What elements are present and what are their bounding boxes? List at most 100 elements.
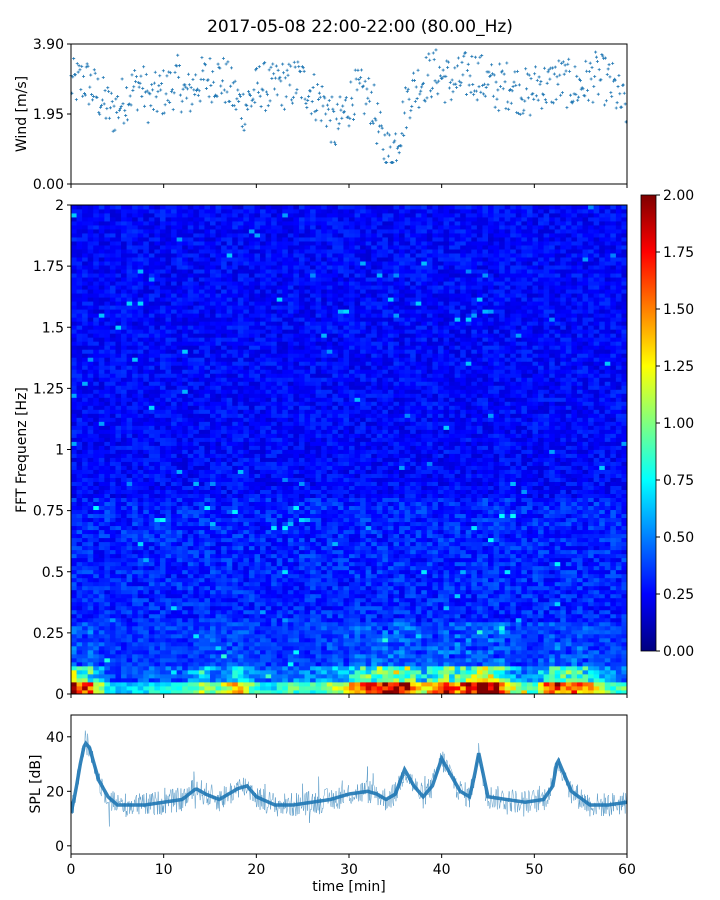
spectrogram-cell xyxy=(210,677,216,683)
wind-data-point xyxy=(542,93,546,97)
wind-data-point xyxy=(281,62,285,66)
spectrogram-cell xyxy=(354,629,361,635)
wind-data-point xyxy=(216,62,220,66)
wind-data-point xyxy=(177,75,181,79)
spectrogram-cell xyxy=(115,617,122,623)
spectrogram-cell xyxy=(182,597,189,603)
spectrogram-cell xyxy=(604,685,611,691)
spectrogram-cell xyxy=(560,601,567,607)
spectrogram-cell xyxy=(243,681,250,687)
spectrogram-cell xyxy=(93,561,100,567)
spectrogram-cell xyxy=(471,573,478,579)
spectrogram-cell xyxy=(276,557,283,563)
spectrogram-cell xyxy=(143,537,150,543)
spectrogram-cell xyxy=(104,649,111,655)
spectrogram-cell xyxy=(482,613,489,619)
wind-data-point xyxy=(309,112,313,116)
spectrogram-cell xyxy=(437,553,444,559)
spectrogram-cell xyxy=(588,593,595,599)
spectrogram-cell xyxy=(532,645,539,651)
spectrogram-cell xyxy=(465,669,472,675)
spectrogram-cell xyxy=(471,645,478,651)
spectrogram-cell xyxy=(560,653,567,659)
spectrogram-cell xyxy=(182,609,189,615)
spectrogram-cell xyxy=(426,633,433,639)
spectrogram-cell xyxy=(482,597,489,603)
spectrogram-cell xyxy=(115,561,122,567)
spectrogram-cell xyxy=(326,665,333,671)
spectrogram-cell xyxy=(560,685,567,691)
wind-data-point xyxy=(419,89,423,93)
spectrogram-cell xyxy=(443,549,450,555)
spectrogram-cell xyxy=(365,681,372,687)
spectrogram-cell xyxy=(137,573,144,579)
wind-data-point xyxy=(122,121,126,125)
spectrogram-cell xyxy=(399,573,405,579)
spectrogram-cell xyxy=(343,669,350,675)
spectrogram-cell xyxy=(298,577,305,583)
spectrogram-cell xyxy=(465,649,472,655)
spectrogram-cell xyxy=(432,669,439,675)
spectrogram-cell xyxy=(410,649,417,655)
spectrogram-cell xyxy=(260,609,266,615)
wind-data-point xyxy=(572,92,576,96)
spectrogram-cell xyxy=(265,645,272,651)
spectrogram-cell xyxy=(232,561,239,567)
spectrogram-cell xyxy=(610,537,617,543)
spectrogram-cell xyxy=(271,537,278,543)
wind-data-point xyxy=(387,133,391,137)
spectrogram-cell xyxy=(254,517,261,523)
spectrogram-cell xyxy=(287,689,294,694)
spectrogram-cell xyxy=(588,645,595,651)
spectrogram-cell xyxy=(260,573,266,579)
wind-data-point xyxy=(242,128,246,132)
spectrogram-cell xyxy=(143,685,150,691)
spectrogram-cell xyxy=(504,581,511,587)
spectrogram-cell xyxy=(143,641,150,647)
wind-data-point xyxy=(518,112,522,116)
spectrogram-cell xyxy=(232,597,239,603)
spectrogram-cell xyxy=(549,537,556,543)
spectrogram-cell xyxy=(476,533,483,539)
spectrogram-cell xyxy=(337,565,344,571)
spectrogram-cell xyxy=(421,553,428,559)
spectrogram-cell xyxy=(471,553,478,559)
wind-data-point xyxy=(314,118,318,122)
spectrogram-cell xyxy=(499,677,506,683)
spectrogram-cell xyxy=(488,537,494,543)
spectrogram-cell xyxy=(454,597,461,603)
spectrogram-cell xyxy=(404,593,411,599)
spectrogram-cell xyxy=(399,653,405,659)
spectrogram-cell xyxy=(499,589,506,595)
spectrogram-cell xyxy=(387,641,394,647)
spectrogram-cell xyxy=(87,525,94,531)
spectrogram-cell xyxy=(499,665,506,671)
wind-data-point xyxy=(72,57,76,61)
spectrogram-cell xyxy=(298,573,305,579)
spectrogram-cell xyxy=(526,569,533,575)
spectrogram-cell xyxy=(260,557,266,563)
spectrogram-cell xyxy=(604,529,611,535)
spectrogram-cell xyxy=(109,665,116,671)
spectrogram-cell xyxy=(404,533,411,539)
spectrogram-cell xyxy=(71,537,77,543)
spectrogram-cell xyxy=(248,541,255,547)
spectrogram-cell xyxy=(404,557,411,563)
spectrogram-cell xyxy=(604,657,611,663)
spectrogram-cell xyxy=(621,585,627,591)
spectrogram-cell xyxy=(554,581,561,587)
spectrogram-cell xyxy=(165,561,172,567)
spectrogram-cell xyxy=(515,657,522,663)
spectrogram-cell xyxy=(276,673,283,679)
spectrogram-cell xyxy=(571,593,578,599)
spectrogram-cell xyxy=(109,673,116,679)
spectrogram-cell xyxy=(371,525,378,531)
spectrogram-cell xyxy=(182,569,189,575)
wind-data-point xyxy=(302,69,306,73)
spectrogram-cell xyxy=(621,557,627,563)
spectrogram-cell xyxy=(159,561,166,567)
spectrogram-cell xyxy=(332,633,339,639)
spectrogram-cell xyxy=(521,629,528,635)
spectrogram-cell xyxy=(387,669,394,675)
